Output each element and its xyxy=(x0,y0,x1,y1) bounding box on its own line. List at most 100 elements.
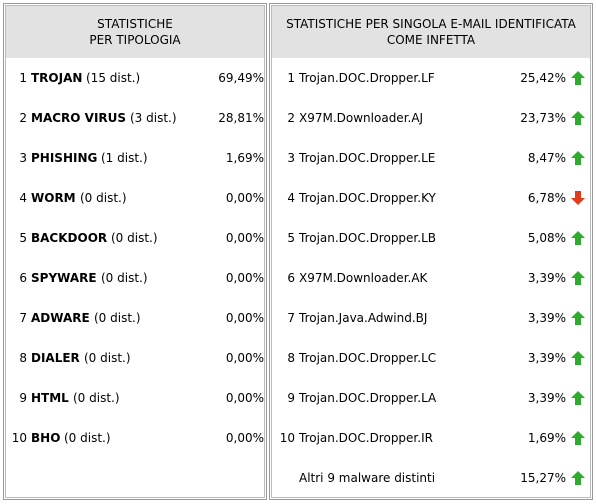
header-line: STATISTICHE PER SINGOLA E-MAIL IDENTIFIC… xyxy=(286,17,576,31)
email-row: 2 X97M.Downloader.AJ 23,73% xyxy=(272,98,590,138)
email-row: 9 Trojan.DOC.Dropper.LA 3,39% xyxy=(272,378,590,418)
rank: 9 xyxy=(19,391,27,405)
type-row: 5 BACKDOOR (0 dist.) 0,00% xyxy=(6,218,264,258)
email-row: 1 Trojan.DOC.Dropper.LF 25,42% xyxy=(272,58,590,98)
type-name: DIALER xyxy=(31,351,80,365)
arrow-shape xyxy=(571,111,585,125)
rank: 8 xyxy=(287,351,295,365)
type-name: ADWARE xyxy=(31,311,90,325)
trend-arrow xyxy=(571,111,585,125)
percent: 3,39% xyxy=(527,311,566,325)
trend-arrow xyxy=(571,271,585,285)
trend-arrow xyxy=(571,471,585,485)
header-line: PER TIPOLOGIA xyxy=(89,33,181,47)
rank: 4 xyxy=(287,191,295,205)
rank: 1 xyxy=(19,71,27,85)
email-row: 4 Trojan.DOC.Dropper.KY 6,78% xyxy=(272,178,590,218)
trend-arrow xyxy=(571,311,585,325)
type-count: (0 dist.) xyxy=(84,351,131,365)
email-header: STATISTICHE PER SINGOLA E-MAIL IDENTIFIC… xyxy=(272,6,590,58)
rank: 9 xyxy=(287,391,295,405)
type-count: (3 dist.) xyxy=(130,111,177,125)
rank: 8 xyxy=(19,351,27,365)
email-row: 6 X97M.Downloader.AK 3,39% xyxy=(272,258,590,298)
arrow-shape xyxy=(571,391,585,405)
header-line: STATISTICHE xyxy=(97,17,173,31)
percent: 23,73% xyxy=(520,111,566,125)
percent: 3,39% xyxy=(527,391,566,405)
malware-name: Trojan.DOC.Dropper.LF xyxy=(299,71,435,85)
trend-arrow xyxy=(571,231,585,245)
trend-arrow xyxy=(571,431,585,445)
email-row: 7 Trojan.Java.Adwind.BJ 3,39% xyxy=(272,298,590,338)
type-count: (0 dist.) xyxy=(73,391,120,405)
arrow-shape xyxy=(571,351,585,365)
type-row: 1 TROJAN (15 dist.) 69,49% xyxy=(6,58,264,98)
type-name: TROJAN xyxy=(31,71,83,85)
email-row: 3 Trojan.DOC.Dropper.LE 8,47% xyxy=(272,138,590,178)
malware-name: Trojan.DOC.Dropper.LE xyxy=(299,151,436,165)
malware-name: Altri 9 malware distinti xyxy=(299,471,436,485)
percent: 25,42% xyxy=(520,71,566,85)
malware-name: Trojan.Java.Adwind.BJ xyxy=(299,311,428,325)
rank: 7 xyxy=(287,311,295,325)
percent: 1,69% xyxy=(225,151,264,165)
arrow-shape xyxy=(571,71,585,85)
trend-arrow xyxy=(571,71,585,85)
rank: 6 xyxy=(287,271,295,285)
type-row: 4 WORM (0 dist.) 0,00% xyxy=(6,178,264,218)
percent: 0,00% xyxy=(225,311,264,325)
type-row: 2 MACRO VIRUS (3 dist.) 28,81% xyxy=(6,98,264,138)
rank: 5 xyxy=(287,231,295,245)
rank: 1 xyxy=(287,71,295,85)
type-row: 10 BHO (0 dist.) 0,00% xyxy=(6,418,264,458)
malware-name: Trojan.DOC.Dropper.LA xyxy=(299,391,437,405)
malware-name: X97M.Downloader.AJ xyxy=(299,111,424,125)
percent: 1,69% xyxy=(527,431,566,445)
rank: 3 xyxy=(19,151,27,165)
type-count: (0 dist.) xyxy=(101,271,148,285)
arrow-shape xyxy=(571,471,585,485)
type-count: (0 dist.) xyxy=(94,311,141,325)
email-panel: STATISTICHE PER SINGOLA E-MAIL IDENTIFIC… xyxy=(269,3,593,500)
type-name: PHISHING xyxy=(31,151,98,165)
type-row: 8 DIALER (0 dist.) 0,00% xyxy=(6,338,264,378)
percent: 15,27% xyxy=(520,471,566,485)
type-count: (0 dist.) xyxy=(64,431,111,445)
type-count: (15 dist.) xyxy=(86,71,141,85)
arrow-shape xyxy=(571,191,585,205)
trend-arrow xyxy=(571,351,585,365)
percent: 0,00% xyxy=(225,191,264,205)
email-row: Altri 9 malware distinti 15,27% xyxy=(272,458,590,498)
malware-name: Trojan.DOC.Dropper.IR xyxy=(299,431,433,445)
percent: 6,78% xyxy=(527,191,566,205)
arrow-shape xyxy=(571,271,585,285)
rank: 2 xyxy=(19,111,27,125)
percent: 0,00% xyxy=(225,351,264,365)
type-header: STATISTICHE PER TIPOLOGIA xyxy=(6,6,264,58)
type-name: SPYWARE xyxy=(31,271,97,285)
arrow-shape xyxy=(571,231,585,245)
percent: 0,00% xyxy=(225,431,264,445)
trend-arrow xyxy=(571,191,585,205)
rank: 2 xyxy=(287,111,295,125)
percent: 3,39% xyxy=(527,351,566,365)
trend-arrow xyxy=(571,151,585,165)
percent: 28,81% xyxy=(218,111,264,125)
percent: 5,08% xyxy=(527,231,566,245)
rank: 6 xyxy=(19,271,27,285)
rank: 10 xyxy=(11,431,27,445)
malware-name: Trojan.DOC.Dropper.KY xyxy=(299,191,436,205)
type-row: 6 SPYWARE (0 dist.) 0,00% xyxy=(6,258,264,298)
malware-name: X97M.Downloader.AK xyxy=(299,271,428,285)
header-line: COME INFETTA xyxy=(386,33,476,47)
type-panel: STATISTICHE PER TIPOLOGIA 1 TROJAN (15 dis… xyxy=(3,3,267,500)
type-name: WORM xyxy=(31,191,76,205)
rank: 10 xyxy=(279,431,295,445)
arrow-shape xyxy=(571,311,585,325)
email-row: 8 Trojan.DOC.Dropper.LC 3,39% xyxy=(272,338,590,378)
arrow-shape xyxy=(571,431,585,445)
rank: 7 xyxy=(19,311,27,325)
percent: 0,00% xyxy=(225,391,264,405)
